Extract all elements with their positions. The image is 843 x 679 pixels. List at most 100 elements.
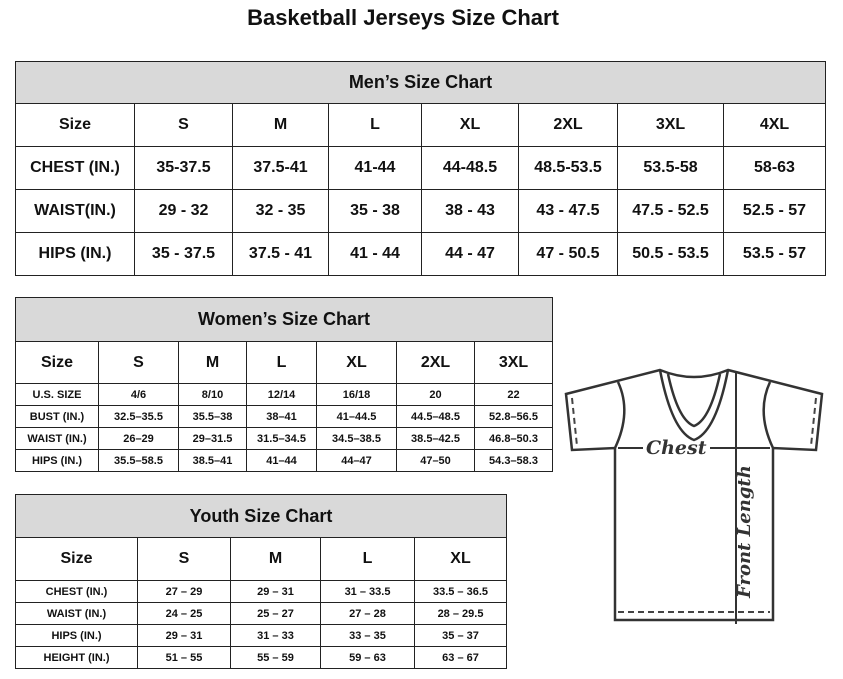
table-cell: 20 [396, 383, 475, 406]
youth-size-table: Youth Size Chart Size S M L XL CHEST (IN.) 27 … [14, 494, 508, 669]
table-caption: Women’s Size Chart [14, 297, 554, 342]
table-cell: 47–50 [396, 449, 475, 472]
table-cell: 35 – 37 [413, 624, 508, 647]
header-row: Size S M L XL 2XL 3XL 4XL [15, 103, 826, 147]
column-header: 2XL [518, 103, 618, 147]
table-row: CHEST (IN.) 35-37.5 37.5-41 41-44 44-48.5 48.… [15, 146, 826, 190]
table-cell: 47.5 - 52.5 [617, 189, 724, 233]
table-cell: 16/18 [316, 383, 397, 406]
table-cell: 32.5–35.5 [98, 405, 179, 428]
womens-size-table: Women’s Size Chart Size S M L XL 2XL 3XL U.S. S… [14, 297, 554, 472]
row-label: WAIST(IN.) [15, 189, 135, 233]
mens-size-table: Men’s Size Chart Size S M L XL 2XL 3XL 4XL CHEST… [15, 61, 826, 276]
table-cell: 29 - 32 [134, 189, 233, 233]
table-cell: 35.5–58.5 [98, 449, 179, 472]
table-cell: 29 – 31 [137, 624, 231, 647]
row-label: HIPS (IN.) [15, 449, 99, 472]
table-cell: 31.5–34.5 [246, 427, 317, 450]
table-cell: 51 – 55 [137, 646, 231, 669]
table-cell: 24 – 25 [137, 602, 231, 625]
header-row: Size S M L XL [15, 537, 508, 581]
table-cell: 58-63 [723, 146, 826, 190]
jersey-diagram: Chest Front Length [564, 368, 824, 624]
table-cell: 44 - 47 [421, 232, 519, 276]
table-cell: 44.5–48.5 [396, 405, 475, 428]
row-label: CHEST (IN.) [15, 580, 138, 603]
row-label: HIPS (IN.) [15, 232, 135, 276]
column-header: 3XL [473, 341, 554, 384]
column-header: M [232, 103, 329, 147]
table-cell: 47 - 50.5 [518, 232, 618, 276]
table-cell: 38–41 [246, 405, 317, 428]
table-cell: 59 – 63 [320, 646, 415, 669]
table-cell: 54.3–58.3 [473, 449, 554, 472]
table-cell: 26–29 [98, 427, 179, 450]
column-header: L [320, 537, 415, 581]
table-cell: 38.5–42.5 [396, 427, 475, 450]
table-cell: 35 - 37.5 [134, 232, 233, 276]
table-cell: 29 – 31 [230, 580, 321, 603]
table-cell: 53.5 - 57 [723, 232, 826, 276]
table-row: BUST (IN.) 32.5–35.5 35.5–38 38–41 41–44.5 44… [15, 405, 554, 428]
column-header: XL [316, 341, 397, 384]
column-header: S [98, 341, 179, 384]
column-header: 2XL [396, 341, 475, 384]
table-cell: 31 – 33.5 [320, 580, 415, 603]
column-header: S [134, 103, 233, 147]
page-title: Basketball Jerseys Size Chart [247, 5, 559, 30]
column-header: Size [15, 537, 138, 581]
column-header: L [328, 103, 422, 147]
chest-label: Chest [646, 437, 707, 459]
table-cell: 35-37.5 [134, 146, 233, 190]
column-header: XL [421, 103, 519, 147]
column-header: XL [413, 537, 508, 581]
table-cell: 38 - 43 [421, 189, 519, 233]
table-cell: 35.5–38 [178, 405, 247, 428]
table-cell: 55 – 59 [230, 646, 321, 669]
row-label: CHEST (IN.) [15, 146, 135, 190]
table-row: CHEST (IN.) 27 – 29 29 – 31 31 – 33.5 33.5 –… [15, 580, 508, 603]
table-row: HIPS (IN.) 29 – 31 31 – 33 33 – 35 35 – 37 [15, 624, 508, 647]
table-cell: 37.5 - 41 [232, 232, 329, 276]
table-row: HIPS (IN.) 35.5–58.5 38.5–41 41–44 44–47 47–5… [15, 449, 554, 472]
table-cell: 41 - 44 [328, 232, 422, 276]
column-header: 4XL [723, 103, 826, 147]
table-cell: 27 – 29 [137, 580, 231, 603]
column-header: 3XL [617, 103, 724, 147]
table-cell: 41-44 [328, 146, 422, 190]
table-cell: 8/10 [178, 383, 247, 406]
table-cell: 48.5-53.5 [518, 146, 618, 190]
table-cell: 33 – 35 [320, 624, 415, 647]
table-cell: 27 – 28 [320, 602, 415, 625]
table-row: HEIGHT (IN.) 51 – 55 55 – 59 59 – 63 63 – 67 [15, 646, 508, 669]
table-cell: 35 - 38 [328, 189, 422, 233]
header-row: Size S M L XL 2XL 3XL [15, 341, 554, 384]
table-cell: 22 [473, 383, 554, 406]
column-header: S [137, 537, 231, 581]
table-cell: 52.8–56.5 [473, 405, 554, 428]
table-row: U.S. SIZE 4/6 8/10 12/14 16/18 20 22 [15, 383, 554, 406]
table-cell: 52.5 - 57 [723, 189, 826, 233]
row-label: HEIGHT (IN.) [15, 646, 138, 669]
table-cell: 37.5-41 [232, 146, 329, 190]
front-length-label: Front Length [734, 465, 755, 599]
row-label: WAIST (IN.) [15, 427, 99, 450]
table-cell: 25 – 27 [230, 602, 321, 625]
table-cell: 34.5–38.5 [316, 427, 397, 450]
column-header: Size [15, 103, 135, 147]
table-cell: 12/14 [246, 383, 317, 406]
table-row: HIPS (IN.) 35 - 37.5 37.5 - 41 41 - 44 44 - … [15, 232, 826, 276]
table-cell: 44–47 [316, 449, 397, 472]
table-caption: Men’s Size Chart [15, 61, 826, 104]
row-label: U.S. SIZE [15, 383, 99, 406]
table-cell: 31 – 33 [230, 624, 321, 647]
table-cell: 41–44.5 [316, 405, 397, 428]
table-cell: 32 - 35 [232, 189, 329, 233]
column-header: M [178, 341, 247, 384]
table-cell: 28 – 29.5 [413, 602, 508, 625]
table-cell: 38.5–41 [178, 449, 247, 472]
table-cell: 50.5 - 53.5 [617, 232, 724, 276]
table-cell: 33.5 – 36.5 [413, 580, 508, 603]
row-label: WAIST (IN.) [15, 602, 138, 625]
table-cell: 4/6 [98, 383, 179, 406]
